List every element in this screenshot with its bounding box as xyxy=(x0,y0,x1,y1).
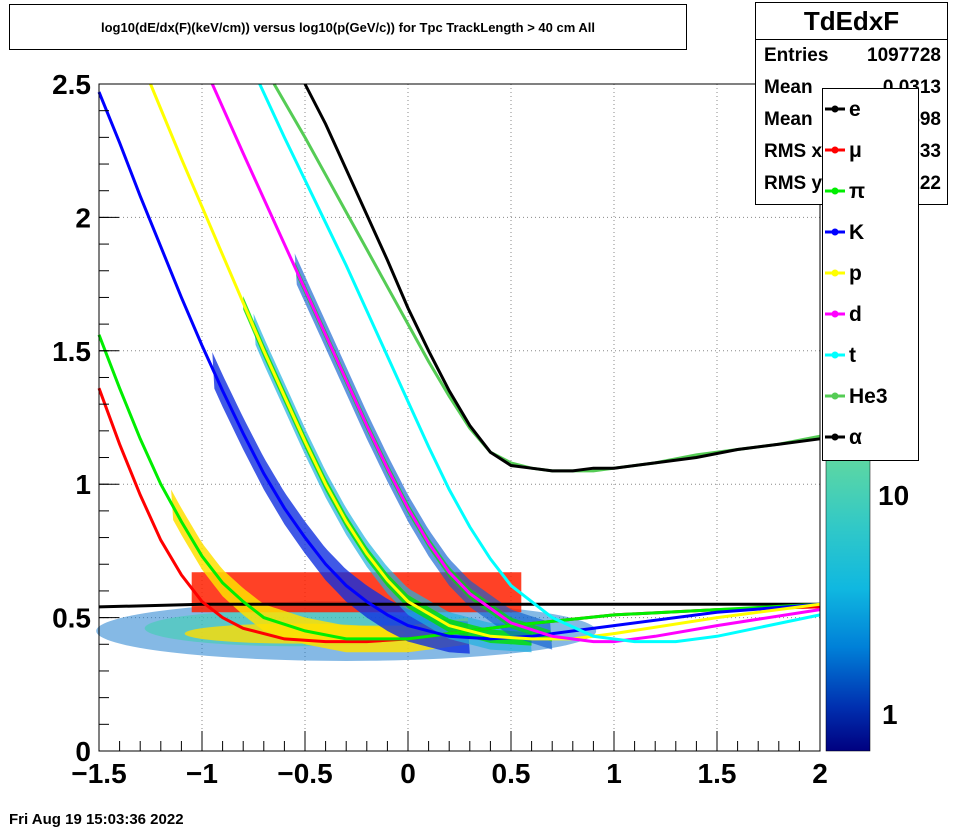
legend-item: t xyxy=(823,335,918,376)
stats-label: Mean xyxy=(764,77,813,98)
axis-ticks xyxy=(98,83,821,752)
x-tick-label: 2 xyxy=(812,758,828,789)
legend-marker xyxy=(823,212,847,253)
legend-label: μ xyxy=(849,138,862,162)
legend-item: π xyxy=(823,171,918,212)
legend-item: d xyxy=(823,294,918,335)
density-band xyxy=(171,489,470,653)
plot-title: log10(dE/dx(F)(keV/cm)) versus log10(p(G… xyxy=(9,4,687,50)
legend-marker xyxy=(823,335,847,376)
legend-item: p xyxy=(823,253,918,294)
color-palette-bar xyxy=(825,454,871,752)
x-tick-label: 1.5 xyxy=(698,758,737,789)
legend-label: π xyxy=(849,179,866,203)
y-tick-label: 2 xyxy=(75,202,91,233)
palette-label-10: 10 xyxy=(878,480,909,511)
legend-label: d xyxy=(849,302,862,326)
legend-marker xyxy=(823,294,847,335)
curve-d xyxy=(210,83,821,644)
y-tick-label: 1.5 xyxy=(52,336,91,367)
timestamp-footer: Fri Aug 19 15:03:36 2022 xyxy=(9,811,184,828)
legend-item: K xyxy=(823,212,918,253)
density-histogram xyxy=(96,253,597,661)
y-tick-label: 1 xyxy=(75,469,91,500)
x-tick-label: −0.5 xyxy=(277,758,332,789)
density-band xyxy=(243,296,532,646)
stats-row-entries: Entries 1097728 xyxy=(756,40,947,72)
curve-t xyxy=(258,83,821,644)
legend-label: e xyxy=(849,97,861,121)
x-tick-label: −1 xyxy=(186,758,218,789)
y-tick-label: 2.5 xyxy=(52,69,91,100)
legend-label: K xyxy=(849,220,865,244)
x-tick-label: −1.5 xyxy=(71,758,126,789)
legend-label: t xyxy=(849,343,856,367)
legend-label: He3 xyxy=(849,384,888,408)
legend-marker xyxy=(823,171,847,212)
axis-tick-labels: −1.5 −1 −0.5 0 0.5 1 1.5 2 0 0.5 1 1.5 2 2.5 xyxy=(52,69,828,789)
y-tick-label: 0 xyxy=(75,736,91,767)
curve-α xyxy=(303,83,821,473)
legend-label: p xyxy=(849,261,862,285)
legend-marker xyxy=(823,253,847,294)
palette-label-1: 1 xyxy=(882,699,898,730)
stats-label: RMS x xyxy=(764,141,823,162)
x-tick-label: 0 xyxy=(400,758,416,789)
legend-marker xyxy=(823,130,847,171)
legend-marker xyxy=(823,376,847,417)
legend-marker xyxy=(823,89,847,130)
legend-label: α xyxy=(849,425,862,449)
stats-value: 1097728 xyxy=(867,45,941,66)
bethe-bloch-curves xyxy=(97,83,821,644)
legend-item: He3 xyxy=(823,376,918,417)
stats-label: Entries xyxy=(764,45,829,66)
legend-item: α xyxy=(823,417,918,458)
plot-frame xyxy=(98,83,821,752)
legend-item: e xyxy=(823,89,918,130)
curve-π xyxy=(97,334,821,641)
y-tick-label: 0.5 xyxy=(52,603,91,634)
curve-e xyxy=(98,602,820,609)
plot-title-text: log10(dE/dx(F)(keV/cm)) versus log10(p(G… xyxy=(101,19,595,35)
legend-item: μ xyxy=(823,130,918,171)
stats-label: Mean xyxy=(764,109,813,130)
stats-label: RMS y xyxy=(764,173,823,194)
x-tick-label: 0.5 xyxy=(492,758,531,789)
legend-marker xyxy=(823,417,847,458)
x-tick-label: 1 xyxy=(606,758,622,789)
stats-histogram-name: TdEdxF xyxy=(756,3,947,40)
